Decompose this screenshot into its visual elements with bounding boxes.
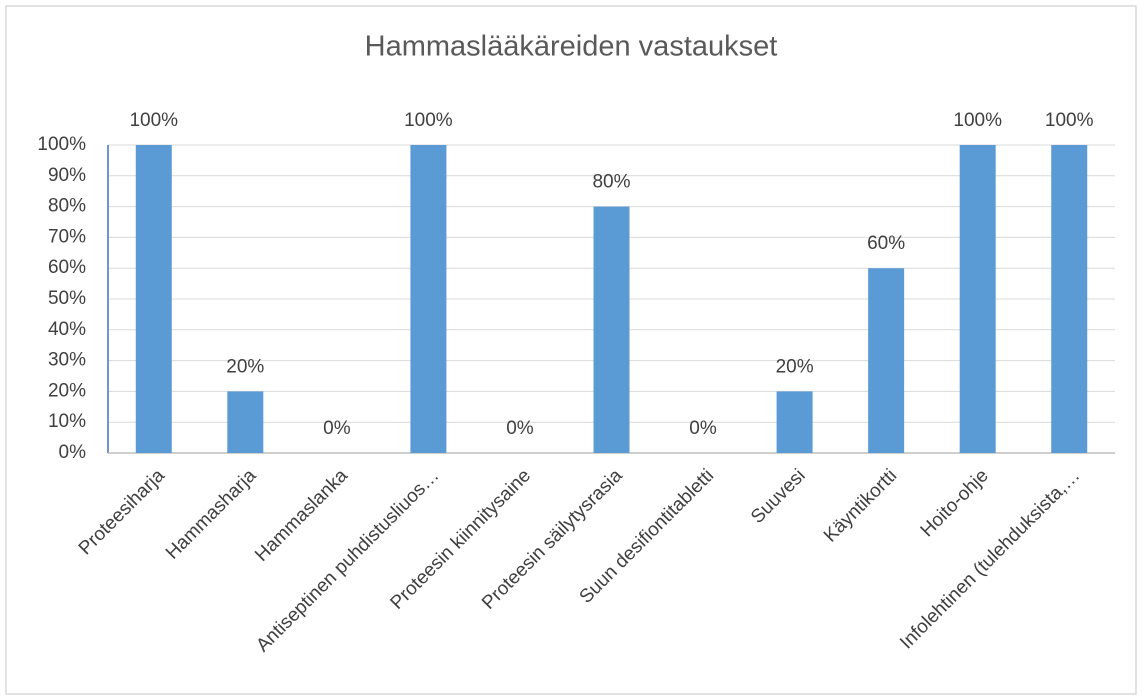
chart-border [5, 5, 1137, 695]
data-label: 80% [592, 172, 630, 193]
y-tick-label: 40% [48, 319, 86, 340]
bar [593, 206, 630, 453]
data-label: 60% [867, 233, 905, 254]
data-label: 0% [506, 418, 534, 439]
bar [868, 268, 905, 453]
y-tick-label: 10% [48, 411, 86, 432]
y-tick-label: 50% [48, 288, 86, 309]
data-label: 100% [953, 110, 1002, 131]
bar [227, 391, 264, 453]
y-tick-label: 0% [59, 442, 87, 463]
data-label: 100% [1045, 110, 1094, 131]
y-tick-label: 70% [48, 226, 86, 247]
chart-title: Hammaslääkäreiden vastaukset [365, 31, 778, 63]
data-label: 20% [226, 356, 264, 377]
bar [776, 391, 813, 453]
y-tick-label: 30% [48, 350, 86, 371]
y-tick-label: 20% [48, 380, 86, 401]
bar [959, 145, 996, 453]
data-label: 100% [129, 110, 178, 131]
y-tick-label: 80% [48, 196, 86, 217]
data-label: 20% [776, 356, 814, 377]
bar [410, 145, 447, 453]
bar [135, 145, 172, 453]
y-tick-label: 60% [48, 257, 86, 278]
data-label: 0% [323, 418, 351, 439]
bar [1051, 145, 1088, 453]
y-tick-label: 90% [48, 165, 86, 186]
data-label: 0% [689, 418, 717, 439]
data-label: 100% [404, 110, 453, 131]
y-tick-label: 100% [37, 134, 86, 155]
